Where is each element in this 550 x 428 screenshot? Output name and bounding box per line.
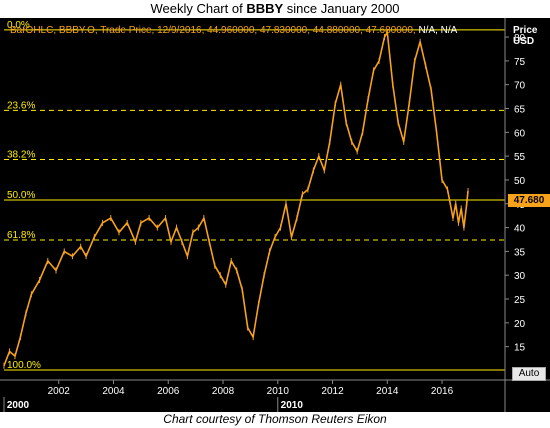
x-tick-label: 2014: [376, 386, 399, 397]
y-tick-label: 55: [514, 152, 526, 163]
x-tick-label: 2008: [212, 386, 235, 397]
legend-na: N/A, N/A: [418, 25, 458, 36]
fib-label: 50.0%: [7, 190, 35, 201]
y-tick-label: 40: [514, 224, 526, 235]
y-tick-label: 25: [514, 295, 526, 306]
y-tick-label: 15: [514, 343, 526, 354]
y-tick-label: 20: [514, 319, 526, 330]
fib-label: 0.0%: [7, 20, 30, 31]
y-tick-label: 65: [514, 105, 526, 116]
y-tick-label: 75: [514, 57, 526, 68]
fib-label: 61.8%: [7, 230, 35, 241]
fib-label: 38.2%: [7, 149, 35, 160]
chart-panel[interactable]: 0.0% 23.6% 38.2% 50.0% 61.8% 100.0% 15 20 25 30 3…: [0, 18, 550, 412]
x-tick-label: 2010: [267, 386, 290, 397]
price-unit-label: Price USD: [513, 25, 537, 47]
y-tick-label: 80: [514, 33, 526, 44]
y-tick-label: 70: [514, 81, 526, 92]
x-tick-label: 2004: [102, 386, 125, 397]
series-legend: BarOHLC, BBBY.O, Trade Price, 12/9/2016,…: [10, 25, 457, 36]
x-axis-ticks: 2002 2004 2006 2008 2010 2012 2014 2016 2000 2010: [3, 380, 454, 412]
unit-line2: USD: [513, 36, 535, 47]
y-tick-label: 50: [514, 176, 526, 187]
title-ticker: BBBY: [246, 1, 284, 16]
fib-label: 100.0%: [7, 360, 41, 371]
unit-line1: Price: [513, 25, 538, 36]
auto-scale-button[interactable]: Auto: [512, 367, 546, 381]
x-tick-label: 2012: [321, 386, 344, 397]
legend-text: BarOHLC, BBBY.O, Trade Price, 12/9/2016,…: [10, 25, 416, 36]
last-price-badge: 47.680: [508, 194, 550, 207]
fibonacci-levels: 0.0% 23.6% 38.2% 50.0% 61.8% 100.0%: [4, 20, 505, 371]
price-series: [3, 29, 469, 369]
price-chart[interactable]: 0.0% 23.6% 38.2% 50.0% 61.8% 100.0% 15 20 25 30 3…: [0, 18, 550, 412]
price-series-line: [3, 31, 469, 366]
x-tick-label: 2006: [157, 386, 180, 397]
decade-label: 2010: [281, 400, 304, 411]
decade-label: 2000: [7, 400, 30, 411]
axis-lines: [0, 18, 550, 412]
chart-credit: Chart courtesy of Thomson Reuters Eikon: [163, 412, 387, 426]
x-tick-label: 2016: [431, 386, 454, 397]
y-tick-label: 30: [514, 271, 526, 282]
title-suffix: since January 2000: [283, 1, 400, 16]
y-tick-label: 35: [514, 247, 526, 258]
title-prefix: Weekly Chart of: [150, 1, 247, 16]
y-tick-label: 60: [514, 128, 526, 139]
x-tick-label: 2002: [48, 386, 71, 397]
chart-title: Weekly Chart of BBBY since January 2000: [0, 0, 550, 18]
fib-label: 23.6%: [7, 100, 35, 111]
